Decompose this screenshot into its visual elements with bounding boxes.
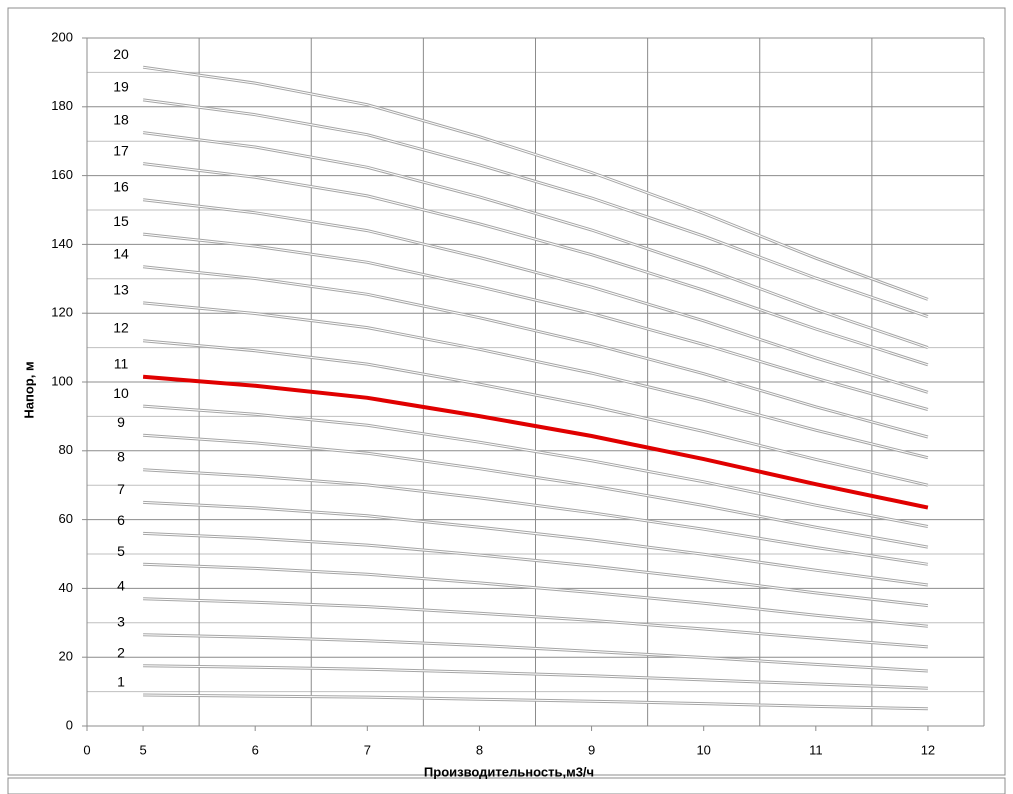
series-line-core [143, 434, 928, 548]
series-label: 3 [117, 614, 125, 630]
x-tick-label: 11 [809, 742, 823, 757]
series-label: 5 [117, 543, 125, 559]
series-label: 12 [113, 319, 129, 335]
x-axis-title: Производительность,м3/ч [424, 764, 594, 779]
series-line-core [143, 405, 928, 527]
series-label: 20 [113, 46, 129, 62]
x-tick-label: 9 [588, 742, 595, 757]
series-label: 15 [113, 213, 129, 229]
series-line-core [143, 163, 929, 366]
series-label: 16 [113, 178, 129, 194]
series-line-core [143, 66, 929, 300]
series-label: 2 [117, 645, 125, 661]
series-label: 14 [113, 245, 129, 261]
y-tick-label: 80 [59, 442, 73, 457]
series-line-core [143, 302, 929, 459]
series-line-core [143, 199, 929, 393]
series-label: 8 [117, 448, 125, 464]
series-line-core [143, 532, 928, 607]
y-axis-title: Напор, м [21, 361, 36, 418]
series-line-core [143, 665, 928, 689]
series-label: 7 [117, 481, 125, 497]
series-label: 13 [113, 282, 129, 298]
series-line-core [143, 501, 928, 586]
series-line-core [143, 233, 929, 410]
series-label: 1 [117, 674, 125, 690]
y-tick-label: 0 [66, 717, 73, 732]
series-line-core [143, 266, 929, 438]
y-tick-label: 160 [51, 167, 73, 182]
y-tick-label: 120 [51, 305, 73, 320]
series-label: 4 [117, 577, 125, 593]
series-label: 6 [117, 512, 125, 528]
x-tick-label: 0 [83, 742, 90, 757]
series-line-core [143, 469, 928, 565]
series-label: 18 [113, 111, 129, 127]
series-line-core [143, 132, 929, 349]
x-tick-label: 6 [252, 742, 259, 757]
series-line-core [143, 598, 928, 648]
y-tick-label: 20 [59, 649, 73, 664]
y-tick-label: 180 [51, 98, 73, 113]
x-tick-label: 7 [364, 742, 371, 757]
series-label: 10 [113, 385, 129, 401]
y-tick-label: 140 [51, 236, 73, 251]
series-line-core [143, 694, 928, 710]
series-line [142, 374, 929, 510]
y-tick-label: 200 [51, 29, 73, 44]
x-tick-label: 10 [696, 742, 710, 757]
series-line-core [143, 563, 928, 627]
series-line-core [143, 634, 928, 672]
x-tick-label: 8 [476, 742, 483, 757]
series-label: 9 [117, 414, 125, 430]
series-line-core [143, 99, 929, 318]
series-label: 17 [113, 142, 129, 158]
series-label: 11 [114, 356, 129, 372]
y-tick-label: 40 [59, 580, 73, 595]
chart-frame [7, 7, 1006, 776]
x-tick-label: 5 [139, 742, 146, 757]
lower-frame [7, 777, 1006, 794]
y-tick-label: 60 [59, 511, 73, 526]
x-tick-label: 12 [921, 742, 935, 757]
y-tick-label: 100 [51, 373, 73, 388]
series-label: 19 [113, 79, 129, 95]
series-line-core [143, 340, 929, 486]
